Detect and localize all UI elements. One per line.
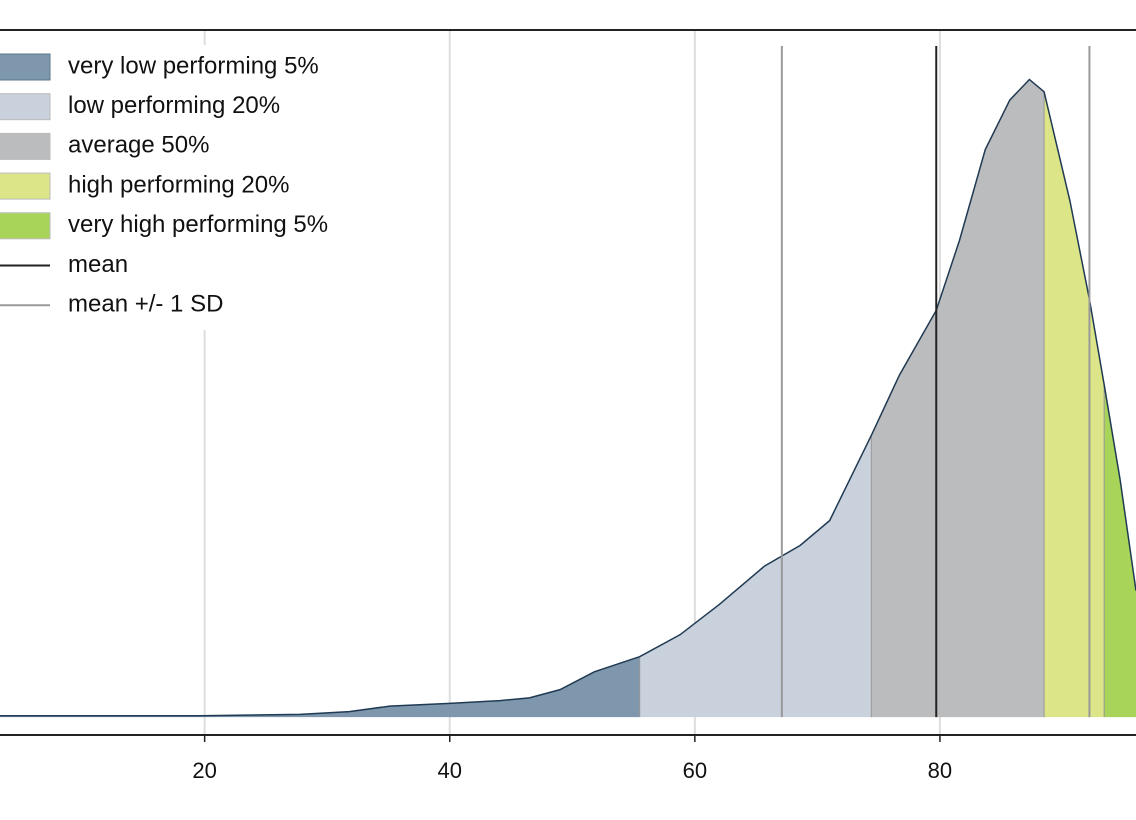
legend-label: mean +/- 1 SD — [68, 291, 223, 318]
legend-label: low performing 20% — [68, 92, 280, 119]
legend-swatch — [0, 212, 51, 240]
legend-label: average 50% — [68, 132, 209, 159]
legend-swatch — [0, 132, 51, 160]
legend-label: very high performing 5% — [68, 211, 328, 238]
x-tick-label: 40 — [438, 758, 462, 783]
legend-label: high performing 20% — [68, 171, 289, 198]
legend-swatch — [0, 53, 51, 81]
density-line — [0, 78, 1136, 717]
legend-label: mean — [68, 251, 128, 278]
band-area — [1104, 384, 1136, 718]
x-tick-label: 20 — [192, 758, 216, 783]
x-tick-label: 80 — [928, 758, 952, 783]
legend-background — [0, 45, 385, 330]
legend-swatch — [0, 172, 51, 200]
legend-label: very low performing 5% — [68, 52, 319, 79]
x-tick-label: 60 — [683, 758, 707, 783]
legend-swatch — [0, 93, 51, 121]
band-area — [639, 435, 872, 718]
band-area — [871, 79, 1045, 718]
